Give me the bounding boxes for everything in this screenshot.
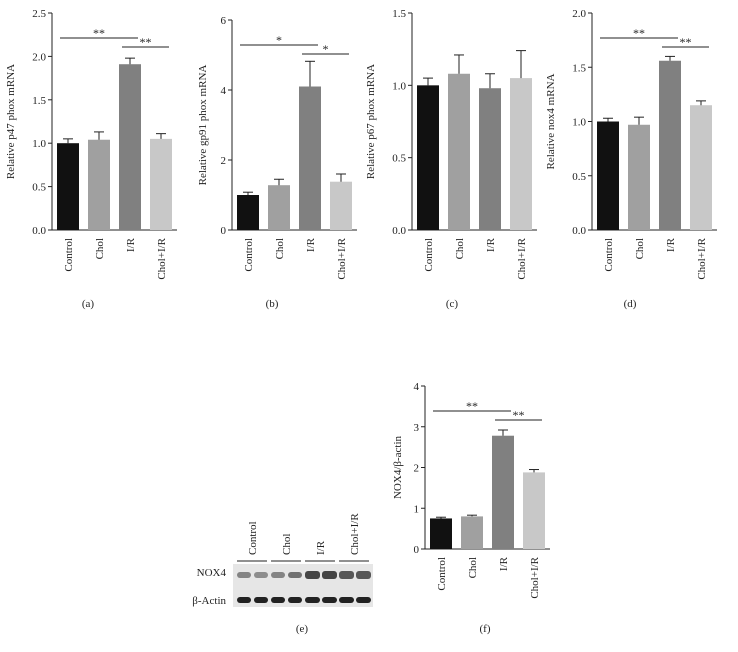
- y-tick-label: 0.0: [392, 225, 406, 237]
- y-tick-label: 1.5: [392, 8, 406, 20]
- x-tick-label: Chol: [634, 238, 646, 259]
- y-tick-label: 0: [221, 225, 227, 237]
- significance-label: **: [93, 26, 105, 40]
- x-tick-label: I/R: [498, 556, 510, 571]
- blot-row-label: β-Actin: [192, 595, 226, 607]
- x-tick-label: Control: [243, 238, 255, 272]
- bar: [299, 86, 321, 230]
- significance-label: **: [466, 399, 478, 413]
- y-tick-label: 4: [414, 381, 420, 393]
- y-tick-label: 1.0: [572, 117, 586, 129]
- bar: [492, 435, 514, 549]
- bar: [510, 78, 532, 230]
- bar: [430, 518, 452, 549]
- bar: [597, 121, 619, 230]
- y-tick-label: 0.5: [32, 182, 46, 194]
- y-tick-label: 1.0: [392, 80, 406, 92]
- panel-label: (c): [446, 298, 459, 310]
- y-axis-label: Relative gp91 phox mRNA: [197, 65, 209, 186]
- x-tick-label: Chol: [94, 238, 106, 259]
- blot: [233, 564, 373, 607]
- bar: [461, 516, 483, 549]
- nox4-bands: [237, 571, 371, 579]
- significance-label: **: [140, 35, 152, 49]
- significance-label: **: [513, 408, 525, 422]
- blot-lane-label: Control: [247, 521, 259, 555]
- y-tick-label: 2.0: [32, 51, 46, 63]
- bar: [479, 88, 501, 230]
- y-axis-label: NOX4/β-actin: [392, 435, 404, 499]
- x-tick-label: Chol: [274, 238, 286, 259]
- x-tick-label: Control: [436, 557, 448, 591]
- bar: [628, 124, 650, 230]
- y-axis-label: Relative p47 phox mRNA: [5, 64, 17, 179]
- x-tick-label: Chol+I/R: [516, 237, 528, 279]
- significance-label: **: [680, 35, 692, 49]
- y-tick-label: 1.5: [572, 62, 586, 74]
- x-tick-label: I/R: [665, 237, 677, 252]
- bar: [268, 185, 290, 230]
- x-tick-label: Chol: [467, 557, 479, 578]
- y-tick-label: 1.5: [32, 95, 46, 107]
- y-tick-label: 2: [414, 463, 420, 475]
- y-axis-label: Relative nox4 mRNA: [545, 73, 557, 169]
- bar: [57, 143, 79, 230]
- x-tick-label: Chol: [454, 238, 466, 259]
- x-tick-label: I/R: [305, 237, 317, 252]
- bar: [330, 181, 352, 230]
- y-tick-label: 4: [221, 85, 227, 97]
- x-tick-label: Control: [63, 238, 75, 272]
- y-tick-label: 2: [221, 155, 227, 167]
- x-tick-label: Chol+I/R: [696, 237, 708, 279]
- y-tick-label: 2.0: [572, 8, 586, 20]
- actin-bands: [237, 597, 371, 603]
- bar: [523, 472, 545, 549]
- y-tick-label: 0.5: [392, 153, 406, 165]
- y-tick-label: 0.0: [572, 225, 586, 237]
- significance-label: *: [276, 33, 282, 47]
- blot-lane-label: I/R: [315, 540, 327, 555]
- bar: [88, 139, 110, 230]
- x-tick-label: Control: [423, 238, 435, 272]
- x-tick-label: Control: [603, 238, 615, 272]
- y-tick-label: 1.0: [32, 138, 46, 150]
- significance-label: *: [323, 42, 329, 56]
- bar: [237, 195, 259, 230]
- x-tick-label: Chol+I/R: [156, 237, 168, 279]
- y-tick-label: 0.0: [32, 225, 46, 237]
- bar: [659, 60, 681, 230]
- blot-lane-label: Chol+I/R: [349, 513, 361, 555]
- x-tick-label: I/R: [125, 237, 137, 252]
- x-tick-label: Chol+I/R: [336, 237, 348, 279]
- y-tick-label: 1: [414, 503, 420, 515]
- y-tick-label: 0.5: [572, 171, 586, 183]
- panel-label: (e): [296, 623, 309, 635]
- y-tick-label: 2.5: [32, 8, 46, 20]
- x-tick-label: I/R: [485, 237, 497, 252]
- significance-label: **: [633, 26, 645, 40]
- panel-label: (b): [266, 298, 279, 310]
- bar: [417, 85, 439, 230]
- panel-label: (d): [624, 298, 637, 310]
- blot-lane-label: Chol: [281, 534, 293, 555]
- bar: [150, 138, 172, 230]
- bar: [690, 105, 712, 230]
- y-tick-label: 6: [221, 15, 227, 27]
- y-tick-label: 0: [414, 544, 420, 556]
- x-tick-label: Chol+I/R: [529, 556, 541, 598]
- panel-label: (f): [480, 623, 491, 635]
- bar: [448, 73, 470, 230]
- y-tick-label: 3: [414, 422, 420, 434]
- bar: [119, 64, 141, 230]
- panel-label: (a): [82, 298, 95, 310]
- blot-row-label: NOX4: [197, 567, 227, 579]
- y-axis-label: Relative p67 phox mRNA: [365, 64, 377, 179]
